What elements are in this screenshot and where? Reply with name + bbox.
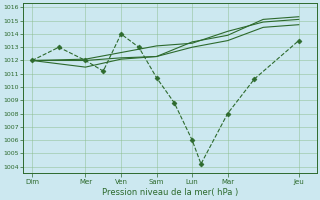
X-axis label: Pression niveau de la mer( hPa ): Pression niveau de la mer( hPa ) bbox=[102, 188, 238, 197]
